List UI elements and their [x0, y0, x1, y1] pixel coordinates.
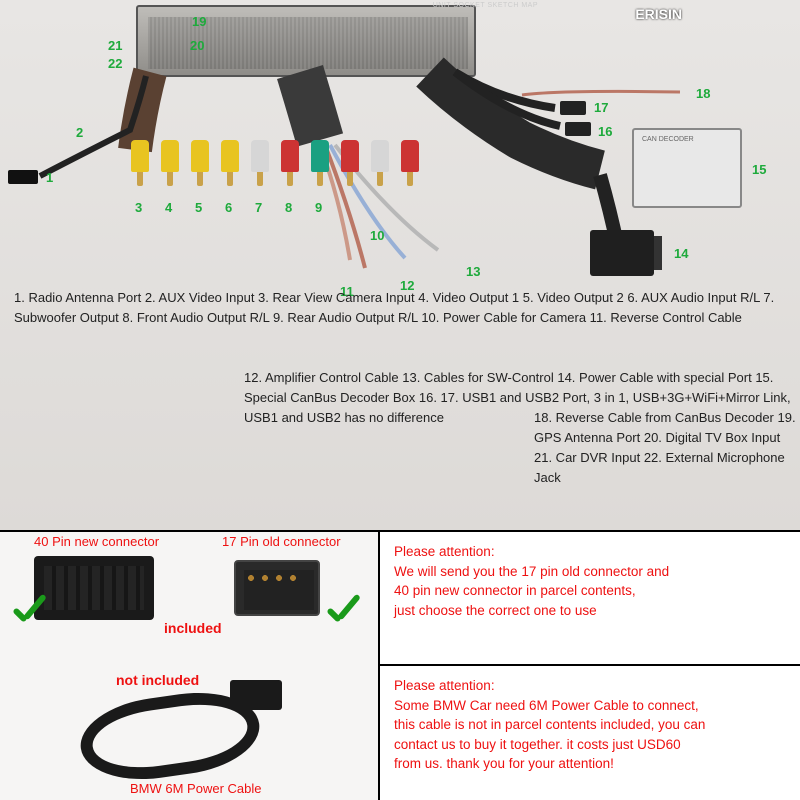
callout-2: 2 [76, 125, 83, 140]
canbus-decoder-box: CAN DECODER [632, 128, 742, 208]
usb-port-16 [565, 122, 591, 136]
sketch-map-label: UNIT SOCKET SKETCH MAP [433, 2, 538, 9]
callout-7: 7 [255, 200, 262, 215]
callout-3: 3 [135, 200, 142, 215]
not-included-label: not included [116, 672, 199, 688]
cable-label: BMW 6M Power Cable [130, 781, 261, 796]
connector-note-text: Please attention: We will send you the 1… [380, 532, 800, 664]
legend-column-1: 1. Radio Antenna Port 2. AUX Video Input… [14, 288, 800, 328]
callout-19: 19 [192, 14, 206, 29]
callout-9: 9 [315, 200, 322, 215]
callout-10: 10 [370, 228, 384, 243]
conn17-label: 17 Pin old connector [222, 534, 341, 549]
callout-18: 18 [696, 86, 710, 101]
callout-5: 5 [195, 200, 202, 215]
rca-connector-row [130, 140, 420, 192]
antenna-connector [8, 170, 38, 184]
callout-6: 6 [225, 200, 232, 215]
conn40-label: 40 Pin new connector [34, 534, 159, 549]
callout-21: 21 [108, 38, 122, 53]
usb-port-17 [560, 101, 586, 115]
checkmark-icon [6, 590, 56, 640]
connector-images-cell: 40 Pin new connector 17 Pin old connecto… [0, 532, 380, 666]
brand-logo: ERISIN [635, 6, 682, 22]
callout-13: 13 [466, 264, 480, 279]
wiring-diagram-area: ERISIN UNIT SOCKET SKETCH MAP CAN DECODE… [0, 0, 800, 530]
cable-note-text: Please attention: Some BMW Car need 6M P… [380, 666, 800, 800]
connector-17pin [234, 560, 320, 616]
callout-15: 15 [752, 162, 766, 177]
callout-8: 8 [285, 200, 292, 215]
connector-row: 40 Pin new connector 17 Pin old connecto… [0, 532, 800, 666]
callout-4: 4 [165, 200, 172, 215]
callout-17: 17 [594, 100, 608, 115]
checkmark-icon [320, 590, 370, 640]
included-label: included [164, 620, 222, 636]
bottom-info-table: 40 Pin new connector 17 Pin old connecto… [0, 530, 800, 800]
callout-14: 14 [674, 246, 688, 261]
callout-1: 1 [46, 170, 53, 185]
head-unit-rear [136, 5, 476, 77]
callout-22: 22 [108, 56, 122, 71]
power-connector-14 [590, 230, 654, 276]
callout-16: 16 [598, 124, 612, 139]
callout-20: 20 [190, 38, 204, 53]
cable-row: not included BMW 6M Power Cable Please a… [0, 666, 800, 800]
legend-column-3: 18. Reverse Cable from CanBus Decoder 19… [534, 408, 800, 489]
cable-image-cell: not included BMW 6M Power Cable [0, 666, 380, 800]
power-cable-plug [230, 680, 282, 710]
